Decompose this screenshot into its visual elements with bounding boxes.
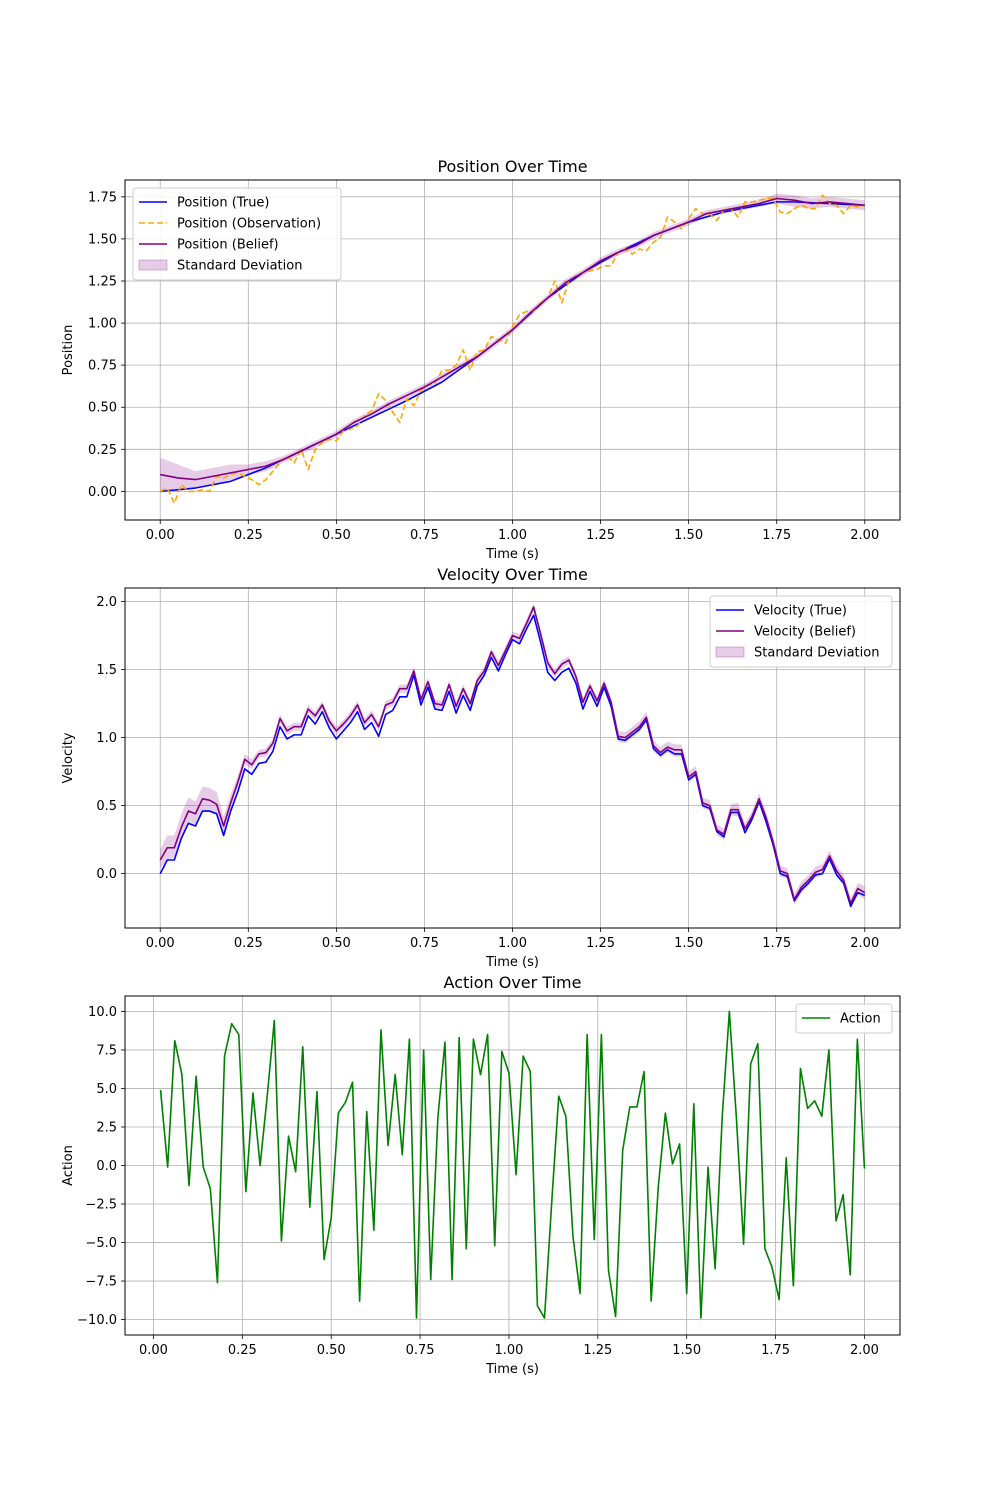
position-y-axis-label: Position bbox=[61, 325, 76, 376]
position-x-ticks: 0.00 0.25 0.50 0.75 1.00 1.25 1.50 1.75 2.00 bbox=[146, 520, 879, 543]
y-tick-label: 0.5 bbox=[96, 799, 117, 814]
action-chart: 0.00 0.25 0.50 0.75 1.00 1.25 1.50 1.75 2.00 −10… bbox=[61, 973, 901, 1377]
y-tick-label: 0.00 bbox=[88, 485, 117, 500]
position-chart-title: Position Over Time bbox=[437, 157, 587, 176]
y-tick-label: 0.25 bbox=[88, 443, 117, 458]
legend-label: Standard Deviation bbox=[754, 646, 879, 661]
x-tick-label: 1.25 bbox=[586, 528, 615, 543]
x-tick-label: 0.50 bbox=[322, 528, 351, 543]
action-line bbox=[159, 1010, 866, 1319]
x-tick-label: 1.75 bbox=[762, 528, 791, 543]
y-tick-label: 2.5 bbox=[96, 1120, 117, 1135]
action-legend: Action bbox=[795, 1003, 893, 1034]
position-x-axis-label: Time (s) bbox=[485, 547, 539, 562]
action-lines bbox=[159, 1010, 866, 1319]
x-tick-label: 0.75 bbox=[410, 936, 439, 951]
action-x-ticks: 0.00 0.25 0.50 0.75 1.00 1.25 1.50 1.75 2.00 bbox=[139, 1335, 879, 1358]
y-tick-label: 0.75 bbox=[88, 359, 117, 374]
x-tick-label: 1.00 bbox=[498, 528, 527, 543]
legend-label: Standard Deviation bbox=[177, 259, 302, 274]
legend-box bbox=[132, 187, 342, 281]
x-tick-label: 0.75 bbox=[406, 1343, 435, 1358]
y-tick-label: 2.0 bbox=[96, 595, 117, 610]
x-tick-label: 1.50 bbox=[674, 528, 703, 543]
y-tick-label: 1.25 bbox=[88, 274, 117, 289]
action-chart-title: Action Over Time bbox=[444, 973, 582, 992]
legend-label: Position (Observation) bbox=[177, 217, 321, 232]
position-legend: Position (True) Position (Observation) Pos… bbox=[132, 187, 342, 281]
legend-swatch bbox=[715, 646, 745, 658]
x-tick-label: 2.00 bbox=[850, 1343, 879, 1358]
legend-box bbox=[709, 595, 893, 668]
x-tick-label: 1.50 bbox=[674, 936, 703, 951]
x-tick-label: 1.00 bbox=[494, 1343, 523, 1358]
y-tick-label: 1.0 bbox=[96, 731, 117, 746]
x-tick-label: 0.00 bbox=[146, 936, 175, 951]
y-tick-label: 0.50 bbox=[88, 401, 117, 416]
y-tick-label: 5.0 bbox=[96, 1082, 117, 1097]
x-tick-label: 1.75 bbox=[762, 936, 791, 951]
x-tick-label: 0.00 bbox=[146, 528, 175, 543]
legend-box bbox=[795, 1003, 893, 1034]
legend-label: Action bbox=[840, 1012, 881, 1027]
legend-label: Velocity (Belief) bbox=[754, 625, 856, 640]
x-tick-label: 0.25 bbox=[228, 1343, 257, 1358]
x-tick-label: 0.50 bbox=[322, 936, 351, 951]
y-tick-label: 0.0 bbox=[96, 1159, 117, 1174]
velocity-chart-title: Velocity Over Time bbox=[437, 565, 588, 584]
y-tick-label: 1.75 bbox=[88, 190, 117, 205]
x-tick-label: 0.25 bbox=[234, 528, 263, 543]
x-tick-label: 1.25 bbox=[586, 936, 615, 951]
x-tick-label: 1.25 bbox=[583, 1343, 612, 1358]
x-tick-label: 0.75 bbox=[410, 528, 439, 543]
y-tick-label: 10.0 bbox=[88, 1005, 117, 1020]
y-tick-label: 1.00 bbox=[88, 317, 117, 332]
action-grid bbox=[125, 996, 900, 1335]
y-tick-label: −10.0 bbox=[77, 1313, 117, 1328]
y-tick-label: −2.5 bbox=[85, 1198, 117, 1213]
velocity-belief-line bbox=[159, 606, 866, 905]
velocity-x-ticks: 0.00 0.25 0.50 0.75 1.00 1.25 1.50 1.75 2.00 bbox=[146, 928, 879, 951]
velocity-lines bbox=[159, 606, 866, 908]
velocity-x-axis-label: Time (s) bbox=[485, 955, 539, 970]
x-tick-label: 0.25 bbox=[234, 936, 263, 951]
position-belief-line bbox=[160, 197, 865, 481]
action-y-ticks: −10.0 −7.5 −5.0 −2.5 0.0 2.5 5.0 7.5 10.0 bbox=[77, 1005, 125, 1328]
velocity-true-line bbox=[159, 614, 866, 908]
legend-label: Velocity (True) bbox=[754, 604, 847, 619]
x-tick-label: 1.00 bbox=[498, 936, 527, 951]
y-tick-label: 0.0 bbox=[96, 867, 117, 882]
legend-label: Position (Belief) bbox=[177, 238, 279, 253]
position-lines bbox=[159, 194, 865, 504]
y-tick-label: −7.5 bbox=[85, 1275, 117, 1290]
x-tick-label: 2.00 bbox=[850, 936, 879, 951]
velocity-legend: Velocity (True) Velocity (Belief) Standard… bbox=[709, 595, 893, 668]
y-tick-label: 1.50 bbox=[88, 232, 117, 247]
legend-label: Position (True) bbox=[177, 196, 270, 211]
y-tick-label: 1.5 bbox=[96, 663, 117, 678]
action-x-axis-label: Time (s) bbox=[485, 1362, 539, 1377]
position-observation-line bbox=[159, 194, 865, 504]
x-tick-label: 0.50 bbox=[317, 1343, 346, 1358]
x-tick-label: 0.00 bbox=[139, 1343, 168, 1358]
action-y-axis-label: Action bbox=[61, 1145, 76, 1186]
legend-swatch bbox=[138, 259, 168, 271]
y-tick-label: 7.5 bbox=[96, 1043, 117, 1058]
x-tick-label: 1.50 bbox=[672, 1343, 701, 1358]
position-y-ticks: 0.00 0.25 0.50 0.75 1.00 1.25 1.50 1.75 bbox=[88, 190, 125, 500]
x-tick-label: 2.00 bbox=[850, 528, 879, 543]
velocity-chart: 0.00 0.25 0.50 0.75 1.00 1.25 1.50 1.75 2.00 0.0… bbox=[61, 565, 901, 970]
velocity-y-axis-label: Velocity bbox=[61, 732, 76, 783]
position-chart: 0.00 0.25 0.50 0.75 1.00 1.25 1.50 1.75 2.00 0.0… bbox=[61, 157, 901, 562]
velocity-grid bbox=[125, 588, 900, 928]
x-tick-label: 1.75 bbox=[761, 1343, 790, 1358]
y-tick-label: −5.0 bbox=[85, 1236, 117, 1251]
velocity-y-ticks: 0.0 0.5 1.0 1.5 2.0 bbox=[96, 595, 125, 882]
